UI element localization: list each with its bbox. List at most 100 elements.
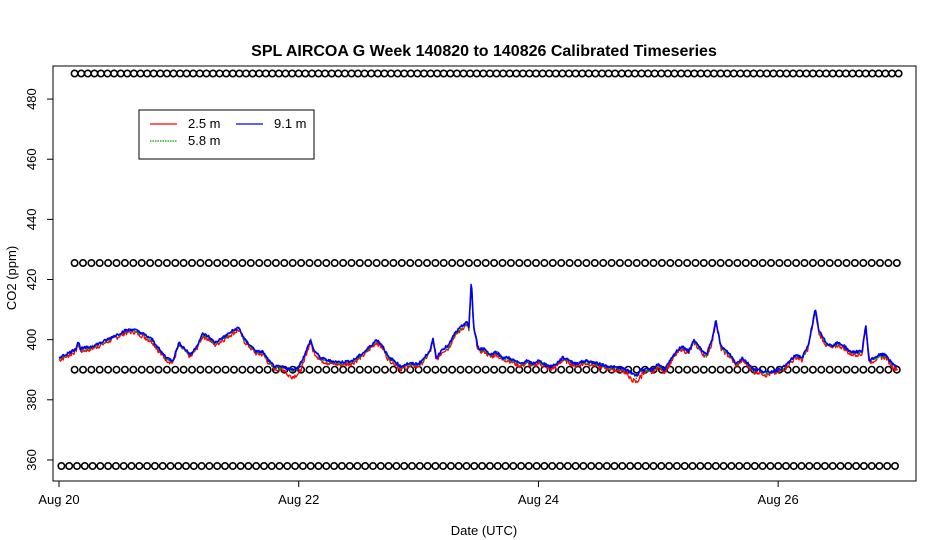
reference-marker — [848, 69, 857, 78]
reference-marker — [555, 461, 564, 470]
reference-marker — [268, 69, 277, 78]
reference-marker — [281, 69, 290, 78]
reference-marker — [836, 461, 845, 470]
reference-marker — [766, 461, 775, 470]
reference-marker — [112, 365, 121, 374]
reference-marker — [230, 258, 239, 267]
reference-marker — [259, 461, 268, 470]
reference-marker — [372, 365, 381, 374]
x-axis: Aug 20 Aug 22 Aug 24 Aug 26 — [38, 481, 799, 507]
reference-marker — [90, 69, 99, 78]
reference-marker — [104, 365, 113, 374]
reference-marker — [146, 365, 155, 374]
reference-marker — [70, 258, 79, 267]
reference-marker — [294, 69, 303, 78]
reference-marker — [171, 258, 180, 267]
reference-marker — [683, 365, 692, 374]
reference-marker — [57, 461, 66, 470]
reference-marker — [330, 365, 339, 374]
reference-marker — [670, 69, 679, 78]
reference-marker — [322, 258, 331, 267]
reference-marker — [582, 365, 591, 374]
reference-marker — [431, 258, 440, 267]
x-tick-label: Aug 20 — [38, 492, 79, 507]
reference-marker — [637, 69, 646, 78]
reference-marker — [413, 69, 422, 78]
reference-marker — [301, 69, 310, 78]
reference-marker — [87, 258, 96, 267]
legend-box — [138, 109, 315, 160]
reference-marker — [79, 258, 88, 267]
reference-marker — [137, 365, 146, 374]
reference-marker — [672, 461, 681, 470]
reference-marker — [213, 258, 222, 267]
reference-marker — [368, 461, 377, 470]
reference-marker — [389, 258, 398, 267]
reference-marker — [792, 258, 801, 267]
reference-marker — [742, 69, 751, 78]
reference-marker — [120, 258, 129, 267]
reference-marker — [874, 69, 883, 78]
reference-marker — [571, 461, 580, 470]
reference-marker — [288, 69, 297, 78]
reference-marker — [347, 258, 356, 267]
reference-marker — [649, 461, 658, 470]
reference-marker — [244, 461, 253, 470]
reference-marker — [209, 69, 218, 78]
reference-marker — [120, 365, 129, 374]
reference-marker — [750, 258, 759, 267]
reference-marker — [129, 365, 138, 374]
y-tick-label: 480 — [24, 88, 39, 110]
reference-marker — [626, 461, 635, 470]
reference-marker — [523, 258, 532, 267]
reference-marker — [305, 365, 314, 374]
reference-marker — [834, 258, 843, 267]
reference-marker — [696, 69, 705, 78]
reference-marker — [462, 461, 471, 470]
reference-marker — [154, 365, 163, 374]
reference-marker — [271, 258, 280, 267]
reference-marker — [802, 69, 811, 78]
reference-marker — [298, 461, 307, 470]
reference-marker — [143, 69, 152, 78]
reference-marker — [795, 69, 804, 78]
reference-marker — [347, 365, 356, 374]
reference-marker — [618, 461, 627, 470]
reference-marker — [632, 258, 641, 267]
reference-marker — [179, 258, 188, 267]
reference-marker — [523, 365, 532, 374]
reference-marker — [531, 365, 540, 374]
reference-marker — [415, 461, 424, 470]
reference-marker — [189, 461, 198, 470]
reference-marker — [406, 69, 415, 78]
reference-marker — [599, 258, 608, 267]
reference-marker — [749, 69, 758, 78]
reference-marker — [407, 461, 416, 470]
reference-marker — [197, 461, 206, 470]
reference-marker — [96, 461, 105, 470]
reference-marker — [834, 365, 843, 374]
reference-marker — [235, 69, 244, 78]
reference-marker — [136, 69, 145, 78]
reference-marker — [280, 258, 289, 267]
reference-marker — [690, 69, 699, 78]
reference-marker — [189, 69, 198, 78]
reference-marker — [422, 365, 431, 374]
reference-marker — [347, 69, 356, 78]
reference-marker — [774, 461, 783, 470]
reference-marker — [174, 461, 183, 470]
reference-marker — [306, 461, 315, 470]
reference-marker — [202, 69, 211, 78]
reference-marker — [439, 258, 448, 267]
reference-marker — [649, 258, 658, 267]
reference-marker — [248, 69, 257, 78]
reference-marker — [419, 69, 428, 78]
reference-marker — [842, 365, 851, 374]
reference-marker — [137, 258, 146, 267]
reference-marker — [680, 461, 689, 470]
reference-marker — [538, 69, 547, 78]
reference-marker — [156, 69, 165, 78]
reference-marker — [852, 461, 861, 470]
reference-marker — [741, 365, 750, 374]
reference-marker — [859, 258, 868, 267]
